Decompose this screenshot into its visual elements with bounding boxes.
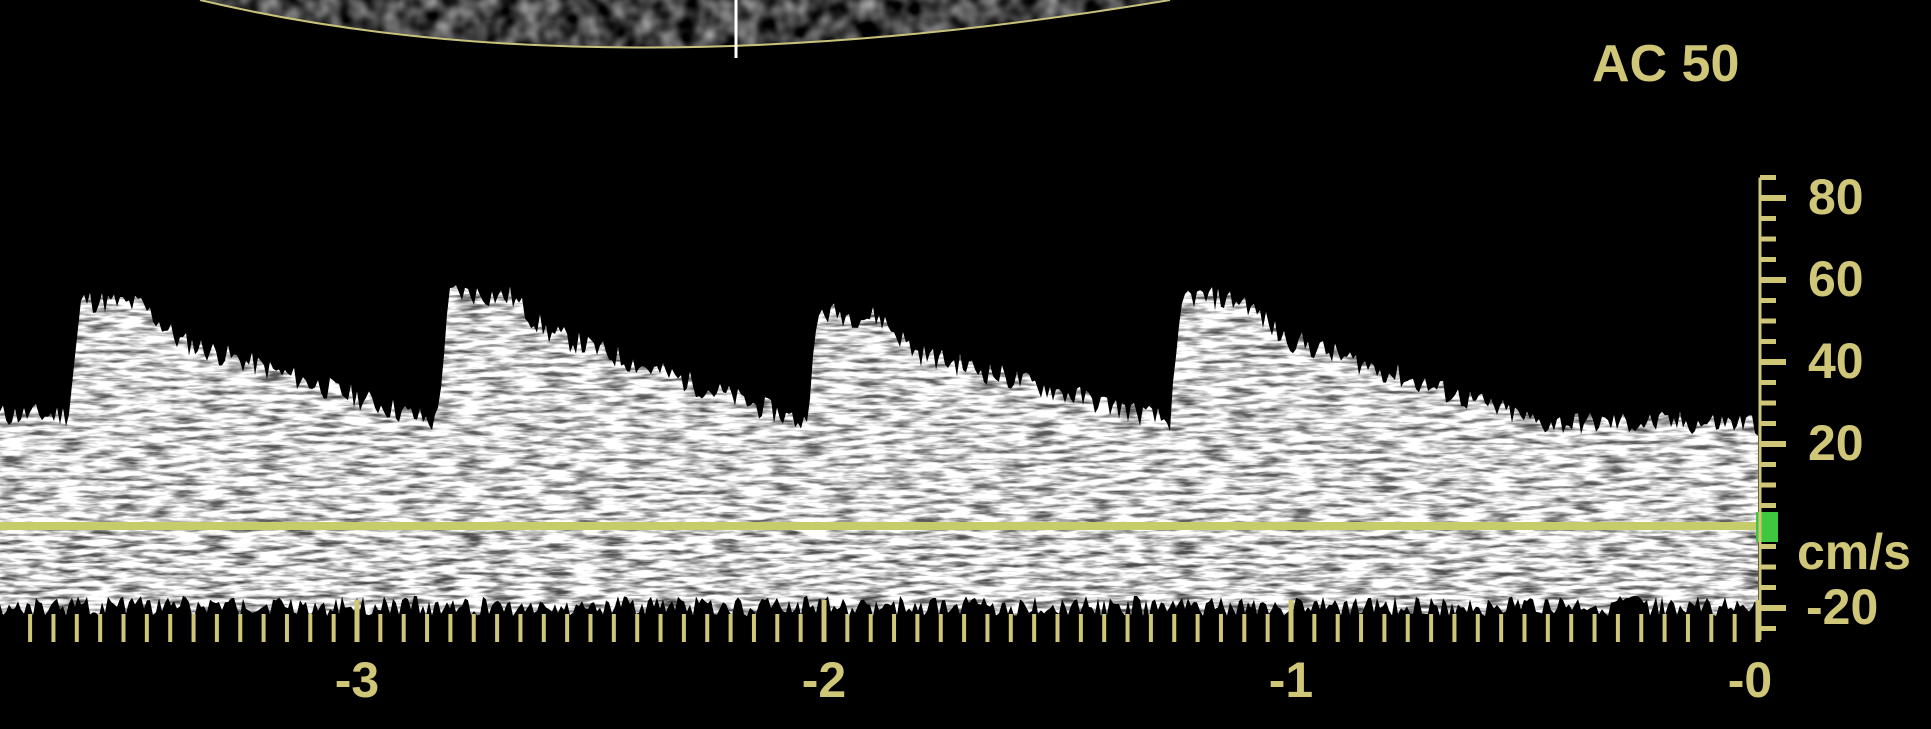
reverse-flow-spectrum — [0, 530, 1758, 617]
time-scale-ticks — [28, 600, 1761, 642]
velocity-unit-label: cm/s — [1797, 524, 1911, 580]
time-tick-label: -1 — [1268, 652, 1314, 708]
time-tick-label: -0 — [1727, 652, 1773, 708]
forward-flow-spectrum — [0, 285, 1758, 526]
velocity-tick-label: 60 — [1808, 251, 1864, 307]
gain-label: AC 50 — [1592, 35, 1740, 93]
velocity-tick-label: 40 — [1808, 333, 1864, 389]
velocity-tick-label: 80 — [1808, 169, 1864, 225]
sector-image-edge — [199, 0, 1171, 58]
velocity-tick-label: -20 — [1806, 579, 1879, 635]
velocity-scale-ticks — [1758, 175, 1786, 640]
velocity-tick-label: 20 — [1808, 415, 1864, 471]
time-tick-label: -2 — [801, 652, 847, 708]
time-tick-label: -3 — [334, 652, 380, 708]
